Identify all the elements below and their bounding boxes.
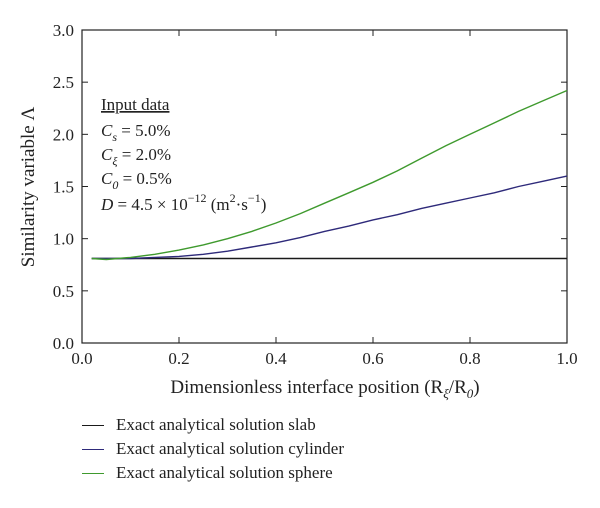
legend-item-sphere: Exact analytical solution sphere (82, 461, 344, 485)
tick-marks (81, 29, 568, 344)
legend: Exact analytical solution slab Exact ana… (82, 413, 344, 485)
legend-label-sphere: Exact analytical solution sphere (116, 463, 333, 482)
x-tick-label-4: 0.8 (459, 349, 480, 368)
series-lines (91, 89, 568, 261)
y-tick-label-3: 1.5 (53, 178, 74, 197)
y-axis-title: Similarity variable Λ (18, 107, 39, 268)
y-tick-label-5: 2.5 (53, 73, 74, 92)
series-line-3 (91, 89, 568, 261)
input-data-annotation: Input data Cs = 5.0% Cξ = 2.0% C0 = 0.5%… (100, 95, 266, 214)
annotation-heading: Input data (101, 95, 170, 114)
x-axis-title: Dimensionless interface position (Rξ/R0) (170, 377, 479, 401)
annotation-line-cxi: Cξ = 2.0% (101, 145, 171, 168)
x-tick-label-0: 0.0 (71, 349, 92, 368)
legend-item-cylinder: Exact analytical solution cylinder (82, 437, 344, 461)
chart-svg: 0.0 0.2 0.4 0.6 0.8 1.00.00.51.01.52.02.53.0 … (18, 21, 578, 401)
y-tick-label-2: 1.0 (53, 230, 74, 249)
annotation-line-c0: C0 = 0.5% (101, 169, 172, 192)
legend-swatch-sphere (82, 472, 104, 474)
legend-label-slab: Exact analytical solution slab (116, 415, 316, 434)
x-tick-label-1: 0.2 (168, 349, 189, 368)
legend-item-slab: Exact analytical solution slab (82, 413, 344, 437)
annotation-line-d: D = 4.5 × 10−12 (m2·s−1) (100, 191, 266, 214)
tick-labels: 0.0 0.2 0.4 0.6 0.8 1.0 0.0 0.5 1.0 1.5 2.0 2.5 3.0 (53, 21, 578, 368)
y-tick-label-1: 0.5 (53, 282, 74, 301)
series-line-2 (91, 175, 568, 260)
x-tick-label-3: 0.6 (362, 349, 383, 368)
y-tick-label-4: 2.0 (53, 125, 74, 144)
legend-label-cylinder: Exact analytical solution cylinder (116, 439, 345, 458)
legend-swatch-slab (82, 424, 104, 426)
legend-swatch-cylinder (82, 448, 104, 450)
x-tick-label-5: 1.0 (556, 349, 577, 368)
y-tick-label-0: 0.0 (53, 334, 74, 353)
y-tick-label-6: 3.0 (53, 21, 74, 40)
annotation-line-cs: Cs = 5.0% (101, 121, 171, 144)
x-tick-label-2: 0.4 (265, 349, 287, 368)
